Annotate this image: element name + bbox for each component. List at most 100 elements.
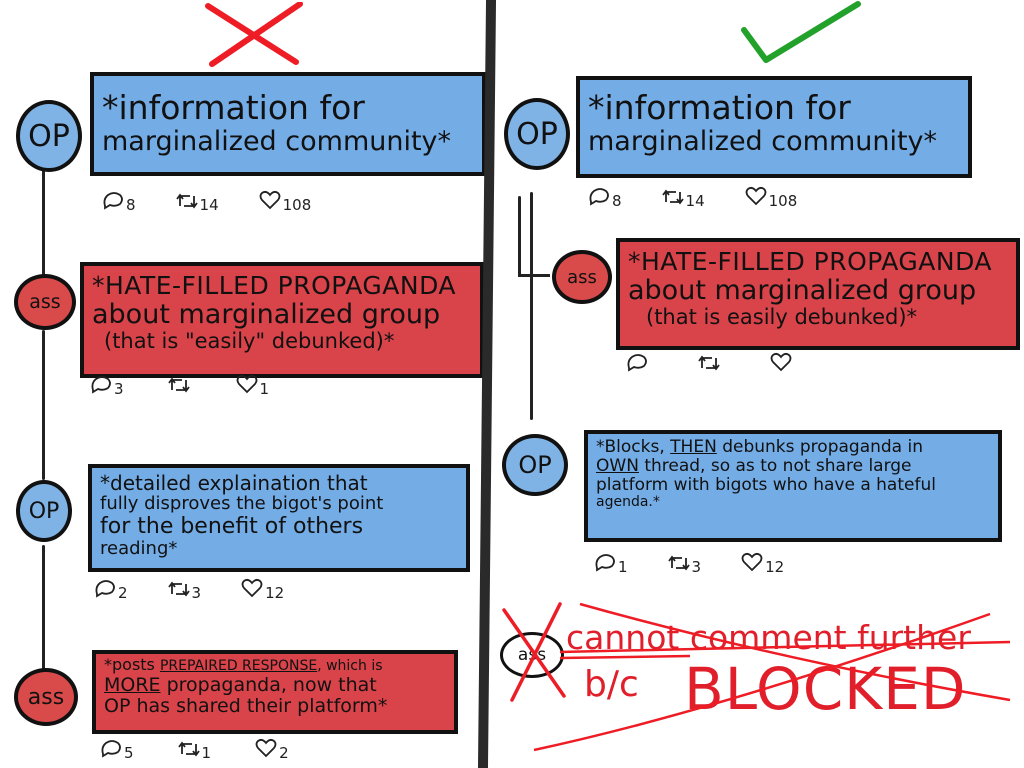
heart-icon (745, 186, 767, 206)
post-text-emph: PREPAIRED RESPONSE (159, 658, 318, 674)
post-text-line: fully disproves the bigot's point (100, 493, 384, 515)
post-text-line: marginalized community* (588, 125, 938, 157)
x-cross-icon (205, 2, 303, 67)
blocked-cross-icon (502, 602, 566, 702)
retweet-icon (167, 377, 190, 393)
post-text-line: *detailed explaination that (100, 471, 368, 495)
reply-icon (589, 188, 609, 206)
retweet-stat[interactable] (698, 354, 722, 372)
post-text-emph: MORE (104, 673, 161, 696)
like-count: 108 (768, 192, 798, 210)
like-stat[interactable]: 1 (236, 374, 269, 398)
like-stat[interactable] (770, 352, 794, 372)
reply-stat[interactable]: 5 (100, 738, 134, 762)
like-stat[interactable]: 108 (745, 186, 797, 210)
like-count: 12 (765, 558, 785, 576)
post-text: propaganda, now that (160, 673, 377, 696)
reply-stat[interactable]: 2 (94, 578, 128, 602)
retweet-count: 1 (201, 744, 212, 762)
reply-stat[interactable] (626, 352, 650, 372)
like-count: 1 (259, 380, 270, 398)
like-count: 2 (279, 744, 289, 762)
thread-line (42, 545, 45, 670)
post-text-line: marginalized community* (102, 125, 452, 157)
post-text-line: (that is "easily" debunked)* (104, 329, 395, 354)
avatar-op[interactable]: OP (504, 98, 570, 170)
like-stat[interactable]: 2 (255, 738, 289, 762)
post-text-line: for the benefit of others (100, 513, 364, 539)
retweet-icon (667, 555, 690, 571)
reply-count: 3 (114, 380, 124, 398)
reply-count: 8 (612, 192, 622, 210)
like-stat[interactable]: 108 (259, 190, 311, 214)
avatar-ass[interactable]: ass (14, 668, 78, 726)
reply-icon (627, 354, 647, 372)
avatar-ass-blocked: ass (500, 632, 564, 678)
reply-stat[interactable]: 8 (102, 190, 136, 214)
retweet-count: 14 (685, 192, 705, 210)
retweet-stat[interactable]: 3 (667, 554, 701, 576)
reply-stat[interactable]: 1 (594, 552, 628, 576)
retweet-stat[interactable] (167, 376, 192, 394)
like-count: 12 (265, 584, 285, 602)
post-card[interactable]: *HATE-FILLED PROPAGANDA about marginaliz… (80, 262, 484, 378)
post-stats: 8 14 108 (588, 186, 797, 210)
post-text-line: platform with bigots who have a hateful (596, 475, 936, 496)
avatar-ass[interactable]: ass (14, 274, 76, 330)
reply-stat[interactable]: 3 (90, 374, 124, 398)
retweet-stat[interactable]: 14 (175, 192, 219, 214)
post-text-line: (that is easily debunked)* (646, 305, 918, 330)
thread-line (42, 330, 45, 480)
reply-count: 8 (126, 196, 136, 214)
thread-line (42, 165, 45, 275)
post-stats: 3 1 (90, 374, 269, 398)
heart-icon (741, 552, 763, 572)
heart-icon (770, 352, 792, 372)
post-card[interactable]: *detailed explaination that fully dispro… (88, 464, 470, 572)
post-text-line: OWN thread, so as to not share large (596, 457, 990, 476)
reply-count: 5 (124, 744, 134, 762)
post-card[interactable]: *information for marginalized community* (90, 72, 486, 176)
post-text-line: *HATE-FILLED PROPAGANDA (628, 247, 993, 276)
reply-icon (101, 740, 121, 758)
retweet-count: 3 (691, 558, 702, 576)
retweet-count: 14 (199, 196, 219, 214)
blocked-message-prefix: b/c (584, 664, 639, 705)
retweet-icon (167, 581, 190, 597)
post-card[interactable]: *HATE-FILLED PROPAGANDA about marginaliz… (616, 238, 1020, 350)
avatar-op[interactable]: OP (16, 480, 72, 542)
retweet-stat[interactable]: 1 (177, 740, 211, 762)
like-count: 108 (282, 196, 312, 214)
post-stats: 1 3 12 (594, 552, 784, 576)
post-text: *posts (104, 655, 160, 674)
post-card[interactable]: *information for marginalized community* (576, 76, 972, 178)
retweet-stat[interactable]: 3 (167, 580, 201, 602)
avatar-op[interactable]: OP (502, 434, 568, 496)
post-text-emph: THEN (670, 437, 717, 457)
reply-stat[interactable]: 8 (588, 186, 622, 210)
retweet-stat[interactable]: 14 (661, 188, 705, 210)
post-text-line: *posts PREPAIRED RESPONSE, which is (104, 656, 446, 675)
post-text-line: *Blocks, THEN debunks propaganda in (596, 437, 990, 457)
post-text-line: reading* (100, 538, 178, 560)
strike-lines (533, 602, 1011, 752)
avatar-ass[interactable]: ass (552, 250, 612, 304)
like-stat[interactable]: 12 (741, 552, 784, 576)
post-stats: 5 1 2 (100, 738, 289, 762)
post-card[interactable]: *Blocks, THEN debunks propaganda in OWN … (584, 430, 1002, 542)
post-text-line: OP has shared their platform* (104, 694, 388, 717)
post-text: *Blocks, (596, 437, 671, 457)
post-text-emph: OWN (596, 456, 639, 477)
thread-line (530, 192, 533, 420)
retweet-icon (175, 193, 198, 209)
like-stat[interactable]: 12 (241, 578, 284, 602)
post-text-line: agenda.* (596, 494, 660, 511)
reply-icon (103, 192, 123, 210)
post-stats (626, 352, 794, 372)
avatar-op[interactable]: OP (16, 100, 82, 172)
heart-icon (259, 190, 281, 210)
post-card[interactable]: *posts PREPAIRED RESPONSE, which is MORE… (92, 650, 458, 734)
post-stats: 2 3 12 (94, 578, 284, 602)
left-panel-wrong: OP *information for marginalized communi… (14, 2, 486, 762)
thread-branch (518, 274, 550, 277)
